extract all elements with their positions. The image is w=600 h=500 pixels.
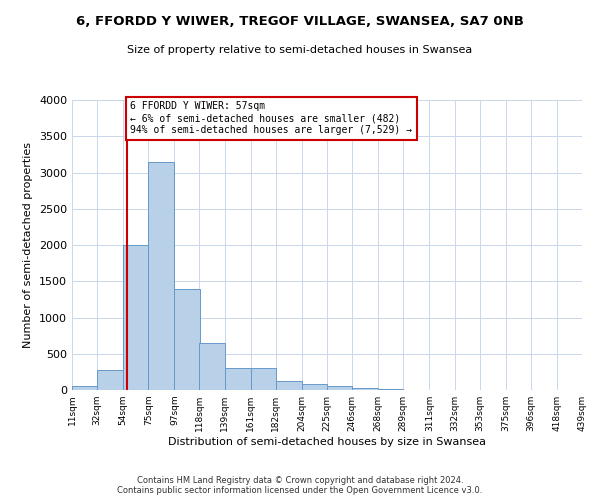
- Bar: [148, 162, 175, 390]
- Bar: [123, 245, 148, 390]
- Text: 6 FFORDD Y WIWER: 57sqm
← 6% of semi-detached houses are smaller (482)
94% of se: 6 FFORDD Y WIWER: 57sqm ← 6% of semi-det…: [130, 102, 412, 134]
- Bar: [378, 388, 403, 390]
- Text: Size of property relative to semi-detached houses in Swansea: Size of property relative to semi-detach…: [127, 45, 473, 55]
- Bar: [175, 288, 199, 390]
- Bar: [276, 382, 302, 390]
- Bar: [72, 386, 97, 390]
- Text: 6, FFORDD Y WIWER, TREGOF VILLAGE, SWANSEA, SA7 0NB: 6, FFORDD Y WIWER, TREGOF VILLAGE, SWANS…: [76, 15, 524, 28]
- Bar: [302, 384, 327, 390]
- Y-axis label: Number of semi-detached properties: Number of semi-detached properties: [23, 142, 34, 348]
- Bar: [199, 343, 224, 390]
- Bar: [251, 368, 276, 390]
- X-axis label: Distribution of semi-detached houses by size in Swansea: Distribution of semi-detached houses by …: [168, 437, 486, 447]
- Bar: [224, 368, 251, 390]
- Bar: [352, 388, 378, 390]
- Bar: [327, 386, 352, 390]
- Bar: [97, 370, 123, 390]
- Text: Contains HM Land Registry data © Crown copyright and database right 2024.
Contai: Contains HM Land Registry data © Crown c…: [118, 476, 482, 495]
